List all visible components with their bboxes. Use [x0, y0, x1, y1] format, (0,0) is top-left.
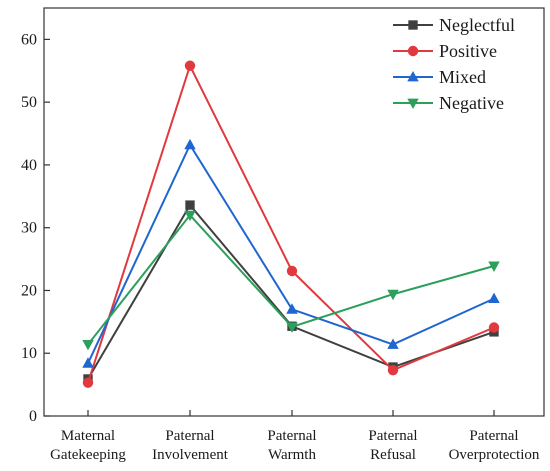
y-tick-label: 40 [21, 157, 37, 174]
series-layer [82, 60, 500, 388]
data-point [185, 200, 195, 210]
data-point [286, 322, 298, 333]
data-point [387, 289, 399, 301]
x-tick-label: Warmth [268, 447, 316, 463]
data-point [184, 138, 196, 150]
x-tick-label: Refusal [370, 447, 416, 463]
legend-item-negative: Negative [393, 93, 504, 113]
data-point [286, 265, 298, 277]
x-tick-label: Paternal [469, 428, 518, 444]
data-point [286, 303, 298, 314]
y-axis: 0 10 20 30 40 50 60 [21, 31, 50, 425]
x-tick-label: Paternal [165, 428, 214, 444]
legend-marker [407, 98, 419, 109]
legend-label: Positive [439, 41, 497, 61]
plot-frame [43, 7, 545, 417]
series-line [87, 63, 495, 384]
series-negative [82, 210, 500, 351]
data-point [488, 292, 500, 304]
legend-marker [407, 71, 419, 82]
legend-label: Mixed [439, 67, 486, 87]
legend-item-mixed: Mixed [393, 67, 486, 87]
y-tick-label: 60 [21, 31, 37, 48]
series-neglectful [83, 200, 499, 384]
x-tick-label: Gatekeeping [50, 447, 126, 463]
data-point [82, 377, 94, 388]
x-tick-label: Involvement [152, 447, 229, 463]
legend-marker [408, 20, 418, 30]
x-tick-label: Paternal [368, 428, 417, 444]
y-tick-label: 30 [21, 220, 37, 237]
series-mixed [82, 138, 500, 368]
legend-item-positive: Positive [393, 41, 497, 61]
x-tick-label: Overprotection [449, 447, 540, 463]
x-tick-label: Maternal [61, 428, 115, 444]
y-tick-label: 10 [21, 345, 37, 362]
data-point [82, 357, 94, 368]
data-point [82, 340, 94, 351]
data-point [387, 364, 399, 376]
series-positive [82, 60, 500, 388]
data-point [488, 261, 500, 272]
y-tick-label: 20 [21, 282, 37, 299]
data-point [488, 322, 500, 333]
y-tick-label: 0 [29, 408, 37, 425]
legend: Neglectful Positive Mixed Negative [393, 15, 515, 113]
legend-item-neglectful: Neglectful [393, 15, 515, 35]
x-axis: Maternal Gatekeeping Paternal Involvement Pa… [50, 410, 540, 463]
data-point [184, 210, 196, 222]
legend-marker [407, 45, 419, 57]
y-tick-label: 50 [21, 94, 37, 111]
legend-label: Neglectful [439, 15, 515, 35]
data-point [387, 338, 399, 349]
data-point [184, 60, 196, 71]
legend-label: Negative [439, 93, 504, 113]
x-tick-label: Paternal [267, 428, 316, 444]
